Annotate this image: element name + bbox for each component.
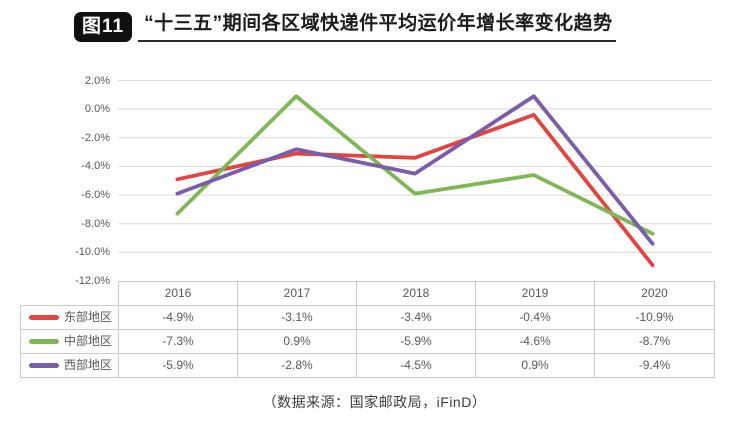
- series-name: 东部地区: [64, 310, 113, 324]
- legend-key: 东部地区: [29, 306, 118, 329]
- table-corner-cell: [20, 281, 119, 306]
- category-header-cell: 2018: [356, 281, 476, 306]
- value-cell: -7.3%: [118, 329, 238, 354]
- legend-swatch-icon: [29, 339, 59, 344]
- series-row-0: 东部地区 -4.9% -3.1% -3.4% -0.4% -10.9%: [20, 305, 715, 330]
- y-axis-labels: 2.0% 0.0% -2.0% -4.0% -6.0% -8.0% -10.0% -12.0%: [0, 0, 118, 300]
- source-note: （数据来源：国家邮政局，iFinD）: [262, 394, 487, 410]
- legend-key: 西部地区: [29, 354, 118, 377]
- y-tick-label: -4.0%: [81, 160, 110, 173]
- value-cell: -8.7%: [594, 329, 715, 354]
- y-tick-label: -6.0%: [81, 189, 110, 202]
- series-name: 西部地区: [64, 358, 113, 372]
- y-tick-label: -10.0%: [75, 246, 110, 259]
- legend-cell: 西部地区: [20, 353, 119, 378]
- y-tick-label: -2.0%: [81, 131, 110, 144]
- value-cell: -5.9%: [356, 329, 476, 354]
- series-row-2: 西部地区 -5.9% -2.8% -4.5% 0.9% -9.4%: [20, 353, 715, 378]
- figure-number-badge: 图11: [74, 12, 133, 42]
- value-cell: -3.1%: [237, 305, 357, 330]
- y-tick-label: -8.0%: [81, 217, 110, 230]
- value-cell: -3.4%: [356, 305, 476, 330]
- series-row-1: 中部地区 -7.3% 0.9% -5.9% -4.6% -8.7%: [20, 329, 715, 354]
- value-cell: -9.4%: [594, 353, 715, 378]
- value-cell: -0.4%: [475, 305, 595, 330]
- legend-cell: 中部地区: [20, 329, 119, 354]
- legend-swatch-icon: [29, 363, 59, 368]
- legend-key: 中部地区: [29, 330, 118, 353]
- category-header-row: 2016 2017 2018 2019 2020: [20, 281, 715, 306]
- value-cell: 0.9%: [475, 353, 595, 378]
- value-cell: -4.6%: [475, 329, 595, 354]
- data-table: 2016 2017 2018 2019 2020 东部地区 -4.9% -3.1% -3.4% -…: [20, 281, 715, 378]
- category-header-cell: 2017: [237, 281, 357, 306]
- series-line-2: [175, 94, 655, 246]
- value-cell: -4.9%: [118, 305, 238, 330]
- legend-cell: 东部地区: [20, 305, 119, 330]
- value-cell: 0.9%: [237, 329, 357, 354]
- value-cell: -4.5%: [356, 353, 476, 378]
- figure-header: 图11 “十三五”期间各区域快递件平均运价年增长率变化趋势: [74, 12, 616, 42]
- line-chart-plot: [118, 80, 712, 268]
- legend-swatch-icon: [29, 315, 59, 320]
- category-header-cell: 2019: [475, 281, 595, 306]
- series-name: 中部地区: [64, 334, 113, 348]
- value-cell: -5.9%: [118, 353, 238, 378]
- value-cell: -2.8%: [237, 353, 357, 378]
- category-header-cell: 2016: [118, 281, 238, 306]
- y-tick-label: 2.0%: [84, 74, 110, 87]
- category-header-cell: 2020: [594, 281, 715, 306]
- chart-data-table: 2016 2017 2018 2019 2020 东部地区 -4.9% -3.1% -3.4% -…: [20, 281, 715, 378]
- figure-title: “十三五”期间各区域快递件平均运价年增长率变化趋势: [138, 13, 616, 42]
- y-tick-label: 0.0%: [84, 103, 110, 116]
- value-cell: -10.9%: [594, 305, 715, 330]
- series-line-1: [175, 94, 655, 236]
